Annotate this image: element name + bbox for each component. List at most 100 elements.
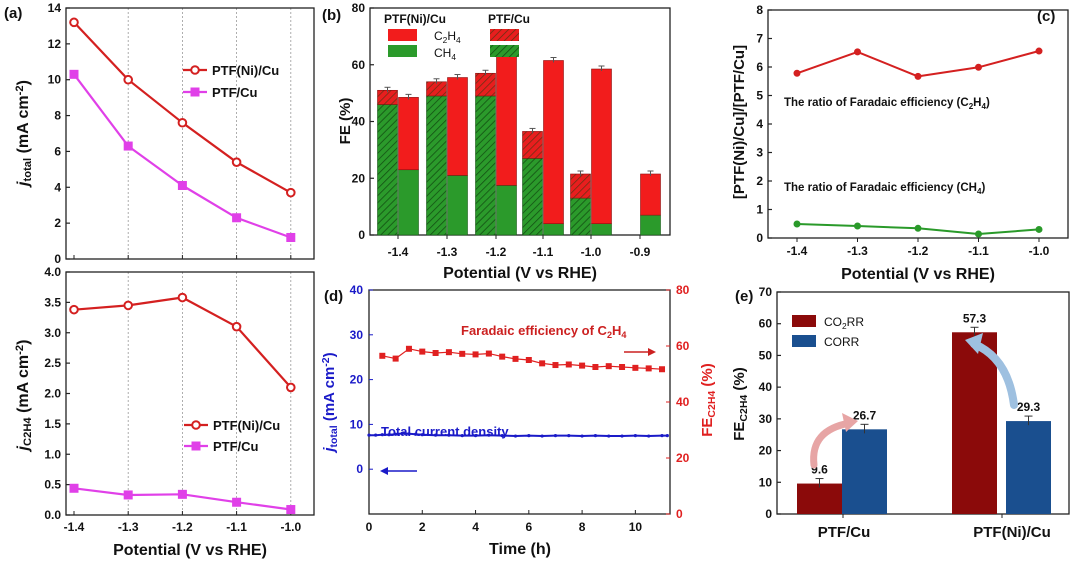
a-top-yaxis-ticklabel: 2	[54, 216, 61, 230]
a-bot-point-1	[177, 489, 187, 499]
b-legend-title-cu: PTF/Cu	[488, 12, 530, 26]
d-fe-label-part: 4	[621, 330, 627, 340]
d-right-ticklabel: 0	[676, 507, 683, 521]
b-bar-cu-c2h4	[496, 51, 517, 186]
c-annotation-c2h4-part: )	[986, 97, 990, 109]
d-fe-point	[392, 355, 399, 362]
panel-a-top-frame	[65, 7, 315, 260]
c-line-0	[796, 50, 1040, 78]
d-fe-point	[552, 362, 559, 369]
a-bot-point-1	[232, 497, 242, 507]
d-xticklabel: 10	[629, 520, 643, 534]
a-top-yaxis-ticklabel: 10	[48, 73, 62, 87]
b-legend-ch4-label-part: 4	[451, 52, 456, 62]
b-bar-ni-ch4-hatch	[377, 104, 398, 235]
d-fe-point	[525, 357, 532, 363]
d-current-point	[593, 434, 598, 438]
d-ylabel-right-part: (%)	[699, 363, 716, 391]
d-current-point	[647, 434, 651, 438]
b-bar-ni-c2h4-hatch	[522, 131, 543, 159]
e-yaxis-ticklabel: 0	[765, 507, 772, 521]
c-xticklabel: -1.3	[847, 244, 868, 258]
b-legend-ch4-label: CH4	[434, 46, 456, 62]
c-xticklabel: -1.4	[787, 244, 808, 258]
a-bot-point-0	[177, 292, 188, 303]
b-yaxis-ticklabel: 0	[358, 228, 365, 242]
a-bot-point-1	[123, 490, 133, 500]
b-bar-cu-ch4	[496, 185, 517, 236]
a-bot-ylabel: jC2H4 (mA cm-2)	[14, 340, 34, 453]
c-annotation-c2h4-part: The ratio of Faradaic efficiency (C	[784, 97, 969, 109]
b-bar-ni-ch4-hatch	[522, 158, 543, 235]
e-bar-0	[797, 483, 842, 514]
b-bar-cu-ch4	[591, 223, 612, 236]
d-fe-point	[512, 355, 519, 362]
c-xticklabel: -1.2	[908, 244, 929, 258]
d-current-point	[513, 434, 518, 438]
d-current-point	[394, 432, 398, 436]
d-ylabel-left-part: )	[321, 352, 338, 357]
a-bot-ylabel-part: -2	[14, 345, 26, 355]
a-top-yaxis-ticklabel: 14	[48, 1, 62, 15]
a-top-ylabel-part: total	[22, 158, 34, 182]
d-fe-line	[382, 348, 663, 370]
d-ylabel-left-part: total	[328, 425, 340, 447]
b-yaxis-ticklabel: 20	[352, 171, 366, 185]
a-top-ylabel: jtotal (mA cm-2)	[14, 80, 34, 188]
b-bar-ni-c2h4-hatch	[475, 73, 496, 96]
d-xticklabel: 0	[366, 520, 373, 534]
d-total-arrow-head	[380, 467, 388, 475]
e-bar-1	[1006, 421, 1051, 514]
c-yaxis-ticklabel: 3	[756, 146, 763, 160]
d-fe-point	[432, 350, 439, 356]
d-fe-point	[419, 348, 426, 355]
panel-label-e: (e)	[735, 288, 753, 305]
d-right-ticklabel: 60	[676, 339, 690, 353]
a-bot-legend-label: PTF/Cu	[213, 439, 259, 454]
d-current-point	[633, 434, 637, 438]
e-ylabel-part: C2H4	[738, 395, 750, 422]
panel-label-a: (a)	[4, 5, 22, 22]
c-point-0	[793, 69, 801, 77]
b-bar-cu-ch4	[447, 175, 468, 236]
a-bot-yaxis-ticklabel: 0.5	[44, 478, 61, 492]
e-bar-1	[842, 429, 887, 514]
a-top-ylabel-part: j	[15, 181, 32, 188]
panel-e-frame	[776, 291, 1070, 515]
e-category-label: PTF/Cu	[818, 524, 871, 541]
c-annotation-ch4-part: The ratio of Faradaic efficiency (CH	[784, 182, 977, 194]
c-point-0	[914, 72, 922, 80]
d-current-point	[487, 433, 491, 437]
d-fe-point	[579, 362, 586, 369]
a-top-point-0	[231, 157, 242, 167]
a-bot-point-1	[286, 505, 296, 515]
a-bot-yaxis-ticklabel: 2.0	[44, 387, 61, 401]
e-category-label: PTF(Ni)/Cu	[973, 524, 1050, 541]
a-top-legend-marker	[190, 87, 200, 97]
d-left-ticklabel: 10	[350, 417, 364, 431]
a-top-point-0	[123, 74, 133, 85]
b-bar-ni-ch4-hatch	[426, 95, 447, 236]
b-bar-ni-c2h4-hatch	[426, 81, 447, 96]
b-bar-cu-c2h4	[447, 77, 468, 176]
a-bot-yaxis-ticklabel: 3.0	[44, 326, 61, 340]
a-top-point-1	[177, 180, 187, 190]
b-bar-ni-ch4-hatch	[475, 95, 496, 236]
c-annotation-c2h4-part: 4	[981, 102, 986, 111]
d-ylabel-left-part: (mA cm	[321, 367, 338, 426]
c-annotation-ch4: The ratio of Faradaic efficiency (CH4)	[784, 182, 985, 196]
b-xlabel: Potential (V vs RHE)	[443, 265, 597, 282]
d-ylabel-left: jtotal (mA cm-2)	[320, 352, 340, 453]
a-top-legend-marker	[190, 65, 200, 75]
c-ylabel: [PTF(Ni)/Cu]/[PTF/Cu]	[731, 45, 748, 199]
b-legend-c2h4-label-part: H	[447, 29, 456, 43]
a-bot-xticklabel: -1.0	[280, 520, 301, 534]
b-yaxis-ticklabel: 60	[352, 58, 366, 72]
d-xticklabel: 2	[419, 520, 426, 534]
c-yaxis-ticklabel: 8	[756, 3, 763, 17]
d-right-ticklabel: 20	[676, 451, 690, 465]
a-top-point-0	[69, 17, 79, 28]
e-yaxis-ticklabel: 40	[759, 380, 773, 394]
d-left-ticklabel: 30	[350, 328, 364, 342]
